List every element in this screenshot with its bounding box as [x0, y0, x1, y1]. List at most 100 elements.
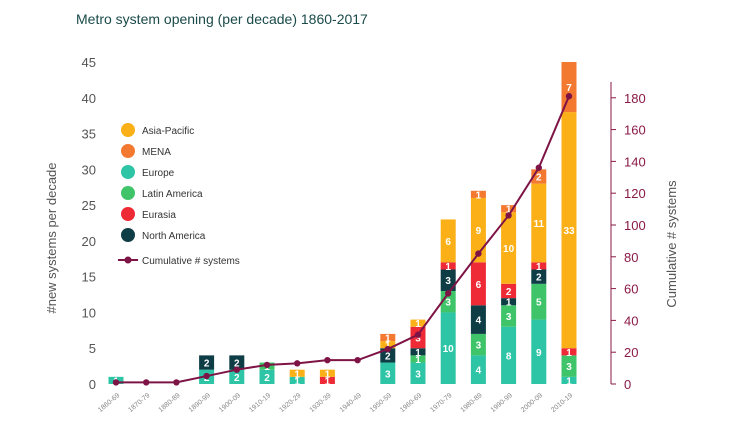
- bar-segment-label: 1: [536, 262, 542, 273]
- right-axis-label: Cumulative # systems: [664, 180, 679, 308]
- legend-label: North America: [142, 231, 206, 242]
- bar-segment-eurasia: [531, 262, 547, 270]
- bar-segment-europe: [470, 355, 486, 384]
- bar-segment-mena: [501, 205, 517, 213]
- legend-label: Asia-Pacific: [142, 126, 194, 137]
- bar-segment-label: 3: [415, 333, 421, 344]
- left-tick-label: 25: [82, 198, 96, 213]
- bar-segment-north-america: [380, 348, 396, 363]
- bar-segment-europe: [501, 326, 517, 384]
- cumulative-point: [535, 164, 542, 171]
- bar-segment-asia-pacific: [319, 369, 335, 377]
- legend-label: MENA: [142, 147, 171, 158]
- bar-segment-europe: [289, 376, 305, 384]
- cumulative-line-group: [112, 92, 573, 386]
- bar-segment-label: 1: [566, 348, 572, 359]
- left-axis-label: #new systems per decade: [44, 162, 59, 313]
- x-tick-label: 1940-49: [339, 392, 363, 414]
- right-tick-label: 40: [624, 313, 638, 328]
- cumulative-point: [324, 356, 331, 364]
- right-tick-label: 160: [624, 123, 646, 138]
- bar-segment-label: 5: [536, 298, 542, 309]
- x-tick-label: 1860-69: [97, 392, 121, 414]
- bar-segment-label: 6: [476, 280, 482, 291]
- x-tick-label: 2000-09: [520, 392, 544, 414]
- bar-segment-label: 3: [476, 341, 482, 352]
- bar-segment-label: 4: [476, 366, 482, 377]
- cumulative-point: [384, 345, 391, 353]
- cumulative-point: [203, 372, 210, 380]
- left-tick-label: 0: [89, 377, 96, 392]
- bar-segment-label: 3: [566, 362, 572, 373]
- bar-segment-north-america: [229, 355, 245, 370]
- left-tick-label: 20: [82, 234, 96, 249]
- right-tick-label: 120: [624, 186, 646, 201]
- bar-segment-label: 7: [566, 83, 572, 94]
- bar-segment-asia-pacific: [470, 197, 486, 263]
- bar-segment-asia-pacific: [289, 369, 305, 377]
- bar-segment-latin-america: [470, 333, 486, 356]
- bar-segment-asia-pacific: [410, 319, 426, 327]
- right-tick-label: 100: [624, 218, 646, 233]
- bar-segment-label: 1: [506, 298, 512, 309]
- bar-segment-latin-america: [410, 355, 426, 363]
- x-tick-label: 1890-99: [188, 392, 212, 414]
- bar-segment-label: 1: [325, 369, 331, 380]
- cumulative-point: [354, 356, 361, 364]
- left-tick-label: 15: [82, 270, 96, 285]
- legend-label: Europe: [142, 168, 175, 179]
- bar-segment-north-america: [410, 348, 426, 356]
- cumulative-point: [414, 331, 422, 338]
- x-tick-label: 1880-89: [157, 392, 181, 414]
- bar-segment-europe: [561, 376, 577, 384]
- bar-segment-north-america: [501, 298, 517, 306]
- left-tick-label: 10: [82, 305, 96, 320]
- bar-segment-north-america: [440, 269, 456, 291]
- cumulative-point: [112, 379, 120, 386]
- bar-segment-latin-america: [531, 283, 547, 320]
- cumulative-point: [263, 361, 271, 369]
- bar-segment-label: 33: [563, 226, 575, 237]
- x-tick-label: 1900-09: [218, 392, 242, 414]
- bar-segment-label: 2: [385, 351, 391, 362]
- right-tick-label: 140: [624, 154, 646, 169]
- x-tick-label: 1930-39: [308, 392, 332, 414]
- legend-swatch: [121, 228, 135, 242]
- right-tick-label: 80: [624, 250, 638, 265]
- bar-segment-label: 1: [445, 262, 451, 273]
- bar-segment-north-america: [470, 305, 486, 334]
- left-tick-label: 45: [82, 55, 96, 70]
- cumulative-point: [294, 360, 301, 367]
- legend: Asia-Pacific MENA Europe Latin America Euras…: [118, 123, 240, 267]
- x-tick-label: 1920-29: [278, 392, 302, 414]
- cumulative-point: [505, 212, 512, 219]
- left-tick-label: 5: [89, 341, 96, 356]
- bar-segment-label: 8: [506, 351, 512, 362]
- legend-swatch: [121, 186, 135, 200]
- x-tick-label: 1950-59: [369, 392, 393, 414]
- bar-segment-label: 2: [506, 287, 512, 298]
- legend-swatch: [121, 207, 135, 221]
- bar-segment-asia-pacific: [561, 112, 577, 349]
- bar-segment-europe: [229, 369, 245, 384]
- bar-segment-label: 1: [385, 333, 391, 344]
- bar-segment-mena: [561, 62, 577, 113]
- x-tick-label: 1990-99: [490, 392, 514, 414]
- bar-segment-label: 3: [445, 298, 451, 309]
- x-tick-label: 1910-19: [248, 392, 272, 414]
- legend-label: Latin America: [142, 189, 203, 200]
- x-tick-label: 1960-69: [399, 392, 423, 414]
- bar-segment-label: 1: [294, 369, 300, 380]
- x-tick-label: 1980-89: [459, 392, 483, 414]
- bar-segment-north-america: [531, 269, 547, 284]
- bar-segment-eurasia: [561, 348, 577, 356]
- bar-segment-asia-pacific: [380, 341, 396, 349]
- bar-segment-label: 3: [385, 369, 391, 380]
- left-tick-label: 30: [82, 162, 96, 177]
- cumulative-point: [445, 290, 452, 297]
- bar-segment-label: 2: [536, 273, 542, 284]
- bar-segment-europe: [531, 319, 547, 384]
- legend-swatch: [121, 165, 135, 179]
- bar-segment-label: 1: [476, 190, 482, 201]
